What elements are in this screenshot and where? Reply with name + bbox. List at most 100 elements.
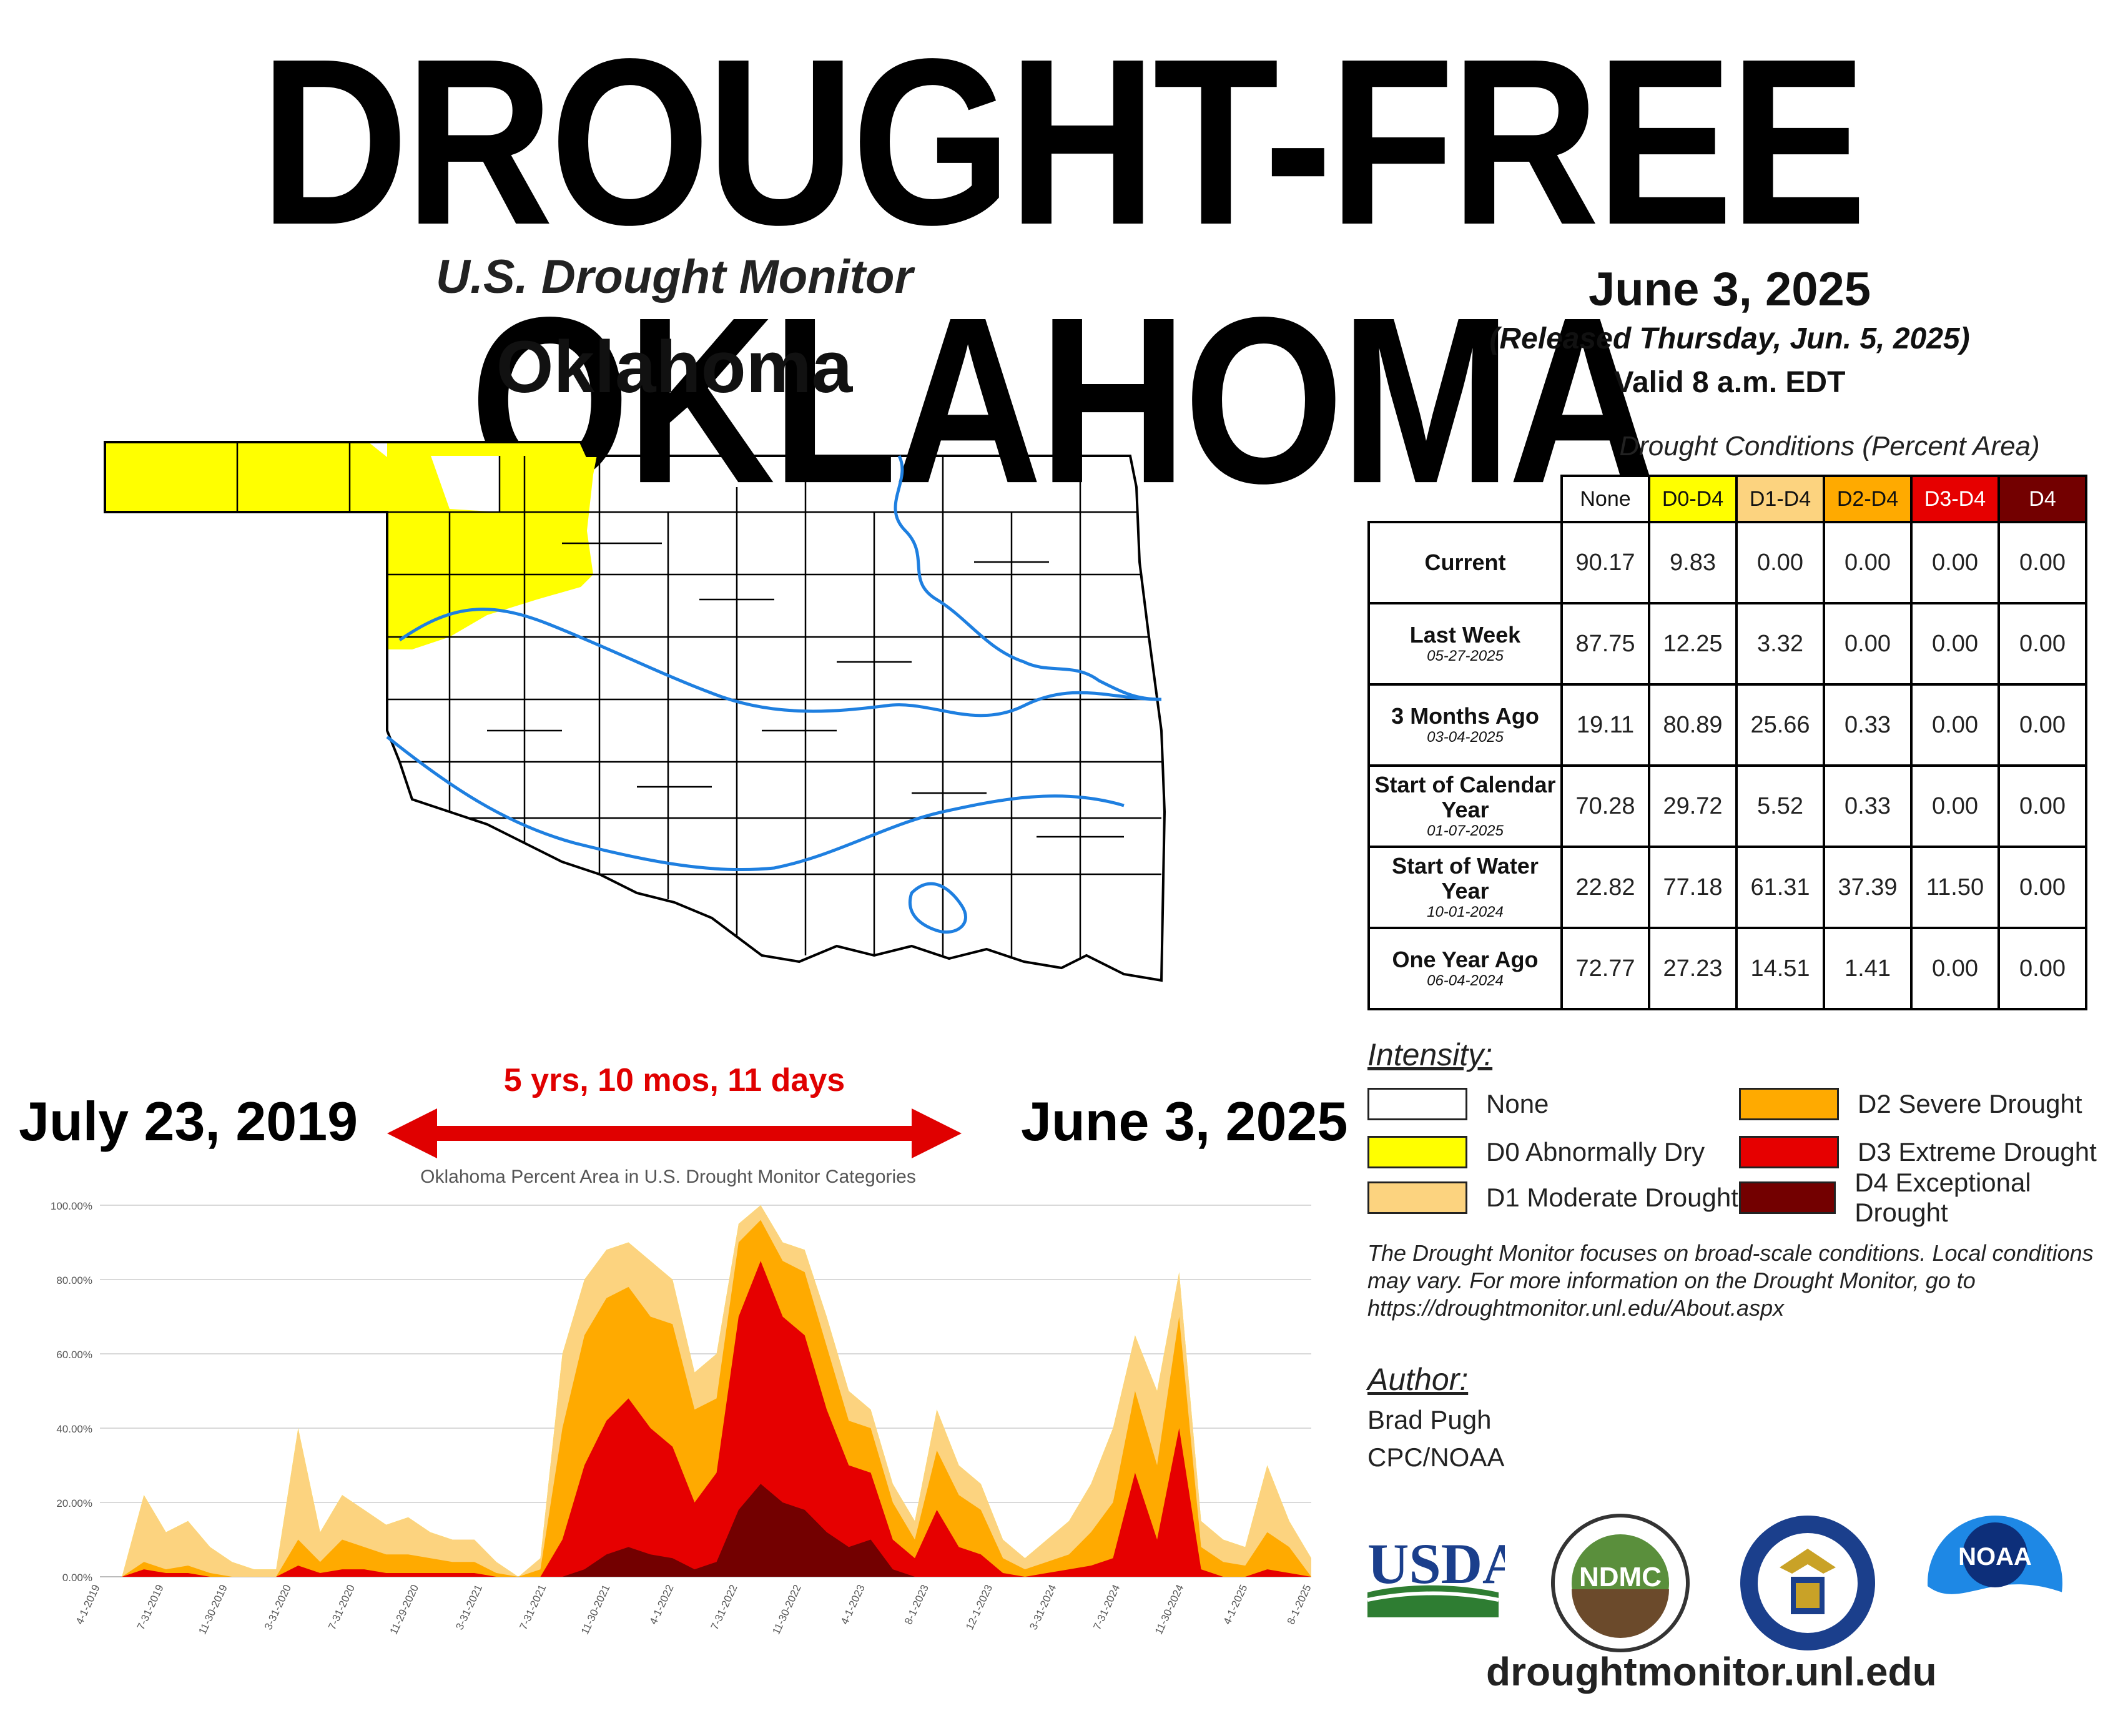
legend-label: D4 Exceptional Drought xyxy=(1855,1168,2031,1227)
table-cell: 80.89 xyxy=(1648,683,1738,767)
map-date: June 3, 2025 xyxy=(1588,263,1871,316)
commerce-seal-logo xyxy=(1740,1516,1875,1650)
x-tick-label: 8-1-2023 xyxy=(902,1583,931,1627)
x-tick-label: 12-1-2023 xyxy=(963,1583,995,1632)
table-row: Start of Calendar Year 01-07-2025 70.28 29.… xyxy=(1367,764,2087,848)
x-tick-label: 7-31-2021 xyxy=(517,1583,548,1632)
x-tick-label: 3-31-2020 xyxy=(262,1583,293,1632)
table-cell: 0.00 xyxy=(1997,846,2087,929)
table-cell: 70.28 xyxy=(1560,764,1650,848)
x-tick-label: 11-29-2020 xyxy=(388,1583,421,1637)
timeline-start-date: July 23, 2019 xyxy=(19,1090,358,1152)
table-cell: 27.23 xyxy=(1648,927,1738,1010)
row-label-text: Current xyxy=(1424,550,1506,575)
x-tick-label: 11-30-2021 xyxy=(579,1583,612,1637)
rivers xyxy=(386,455,1162,934)
table-corner xyxy=(1369,476,1562,522)
drought-area-chart: Oklahoma Percent Area in U.S. Drought Mo… xyxy=(51,1166,1314,1637)
legend-item-d2: D2 Severe Drought xyxy=(1739,1085,2082,1123)
table-row: Current 90.17 9.83 0.00 0.00 0.00 0.00 xyxy=(1367,521,2087,604)
row-label-date: 01-07-2025 xyxy=(1427,822,1504,839)
x-tick-label: 3-31-2021 xyxy=(453,1583,485,1632)
table-cell: 19.11 xyxy=(1560,683,1650,767)
table-cell: 0.33 xyxy=(1823,764,1913,848)
oklahoma-county-map xyxy=(104,441,1166,982)
noaa-logo-text: NOAA xyxy=(1958,1543,2032,1571)
legend-swatch xyxy=(1367,1136,1467,1168)
usda-logo: USDA xyxy=(1367,1532,1505,1617)
row-label: Start of Water Year 10-01-2024 xyxy=(1367,846,1563,929)
table-cell: 0.00 xyxy=(1910,764,2000,848)
table-cell: 0.00 xyxy=(1997,927,2087,1010)
column-header: D2-D4 xyxy=(1823,475,1913,523)
x-tick-label: 7-31-2020 xyxy=(326,1583,357,1632)
table-cell: 0.00 xyxy=(1910,521,2000,604)
column-header: D3-D4 xyxy=(1910,475,2000,523)
legend-label: D3 Extreme Drought xyxy=(1858,1137,2097,1166)
noaa-logo: NOAA xyxy=(1927,1516,2062,1655)
row-label-text: 3 Months Ago xyxy=(1391,703,1539,729)
table-row: One Year Ago 06-04-2024 72.77 27.23 14.51 1.4… xyxy=(1367,927,2087,1010)
table-cell: 0.00 xyxy=(1997,602,2087,686)
table-cell: 0.00 xyxy=(1997,764,2087,848)
y-tick-label: 0.00% xyxy=(62,1572,92,1584)
row-label-date: 06-04-2024 xyxy=(1427,972,1504,989)
timeline-end-date: June 3, 2025 xyxy=(1021,1090,1348,1152)
row-label-date: 05-27-2025 xyxy=(1427,648,1504,664)
row-label: Start of Calendar Year 01-07-2025 xyxy=(1367,764,1563,848)
x-tick-label: 8-1-2025 xyxy=(1285,1583,1314,1627)
table-cell: 25.66 xyxy=(1735,683,1825,767)
legend-swatch xyxy=(1367,1181,1467,1214)
legend-item-d0: D0 Abnormally Dry xyxy=(1367,1133,1705,1171)
table-row: Last Week 05-27-2025 87.75 12.25 3.32 0.00 0.0… xyxy=(1367,602,2087,686)
column-header: D4 xyxy=(1997,475,2087,523)
table-cell: 0.00 xyxy=(1735,521,1825,604)
drought-conditions-table: None D0-D4 D1-D4 D2-D4 D3-D4 D4 Current 9… xyxy=(1367,475,2087,1010)
author-title: Author: xyxy=(1367,1362,1469,1397)
table-cell: 22.82 xyxy=(1560,846,1650,929)
ndmc-logo-text: NDMC xyxy=(1579,1562,1662,1592)
author-name: Brad Pugh xyxy=(1367,1405,1492,1434)
table-cell: 72.77 xyxy=(1560,927,1650,1010)
table-cell: 1.41 xyxy=(1823,927,1913,1010)
disclaimer-note: The Drought Monitor focuses on broad-sca… xyxy=(1367,1240,2094,1321)
double-arrow-icon xyxy=(387,1108,962,1158)
site-url: droughtmonitor.unl.edu xyxy=(1486,1649,1937,1694)
table-cell: 11.50 xyxy=(1910,846,2000,929)
legend-swatch xyxy=(1739,1136,1839,1168)
county-lines xyxy=(236,442,1161,962)
table-row: Start of Water Year 10-01-2024 22.82 77.18 6… xyxy=(1367,846,2087,929)
table-cell: 9.83 xyxy=(1648,521,1738,604)
row-label: One Year Ago 06-04-2024 xyxy=(1367,927,1563,1010)
x-tick-label: 4-1-2022 xyxy=(648,1583,676,1627)
y-tick-label: 40.00% xyxy=(56,1423,92,1435)
legend-label: D1 Moderate Drought xyxy=(1486,1183,1738,1212)
column-header: D1-D4 xyxy=(1735,475,1825,523)
legend-label: D2 Severe Drought xyxy=(1858,1089,2082,1118)
x-tick-label: 3-31-2024 xyxy=(1027,1583,1058,1632)
table-cell: 87.75 xyxy=(1560,602,1650,686)
legend-swatch xyxy=(1739,1088,1839,1120)
row-label-text: Start of Calendar Year xyxy=(1374,772,1556,822)
table-cell: 0.00 xyxy=(1910,683,2000,767)
ndmc-logo: NDMC xyxy=(1551,1514,1690,1652)
table-cell: 0.00 xyxy=(1910,602,2000,686)
legend-item-d4: D4 Exceptional Drought xyxy=(1739,1168,2123,1227)
table-cell: 77.18 xyxy=(1648,846,1738,929)
y-tick-label: 100.00% xyxy=(51,1200,92,1212)
table-cell: 0.00 xyxy=(1823,521,1913,604)
table-caption: Drought Conditions (Percent Area) xyxy=(1619,431,2040,461)
x-tick-label: 11-30-2019 xyxy=(196,1583,229,1637)
d0-shading xyxy=(105,442,599,649)
y-tick-label: 60.00% xyxy=(56,1349,92,1361)
x-tick-label: 11-30-2024 xyxy=(1153,1583,1186,1637)
legend-label: None xyxy=(1486,1089,1549,1118)
legend-swatch xyxy=(1367,1088,1467,1120)
x-tick-label: 7-31-2024 xyxy=(1091,1583,1122,1632)
column-header: D0-D4 xyxy=(1648,475,1738,523)
table-cell: 0.00 xyxy=(1997,683,2087,767)
row-label-date: 10-01-2024 xyxy=(1427,904,1504,920)
map-title: U.S. Drought Monitor xyxy=(435,250,914,303)
chart-title: Oklahoma Percent Area in U.S. Drought Mo… xyxy=(420,1166,916,1187)
series-area xyxy=(100,1261,1311,1577)
